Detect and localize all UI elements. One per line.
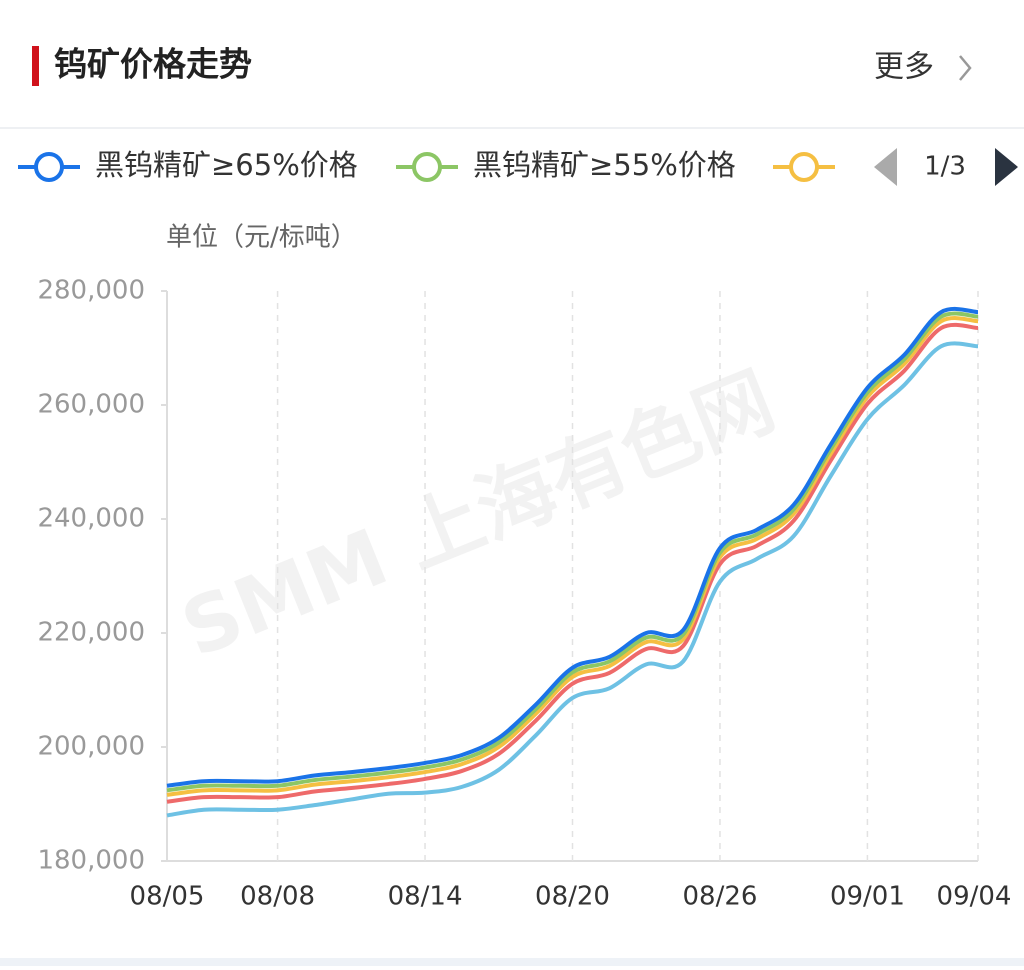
legend-label: 黑钨精矿≥65%价格 [95, 148, 358, 182]
y-tick-label: 200,000 [37, 732, 145, 762]
x-tick-label: 08/26 [682, 882, 757, 912]
legend-icon [789, 152, 819, 182]
legend-next[interactable] [995, 148, 1018, 186]
title-accent [32, 46, 39, 86]
line-series [166, 322, 979, 804]
x-tick-label: 09/01 [830, 882, 905, 912]
y-tick-label: 280,000 [37, 276, 145, 306]
more-link[interactable]: 更多 [874, 50, 934, 85]
line-series [166, 311, 979, 793]
legend-icon [34, 152, 64, 182]
x-tick-label: 08/05 [130, 882, 205, 912]
y-tick-label: 260,000 [37, 390, 145, 420]
x-tick-label: 08/20 [535, 882, 610, 912]
separator [0, 127, 1024, 129]
line-series [166, 341, 979, 818]
x-tick-label: 08/08 [240, 882, 315, 912]
line-series [166, 306, 979, 788]
line-series [166, 316, 979, 797]
y-tick-label: 220,000 [37, 618, 145, 648]
y-axis-unit: 单位（元/标吨） [166, 223, 357, 253]
more-chevron[interactable] [959, 55, 972, 81]
legend-icon [412, 152, 442, 182]
x-tick-label: 08/14 [388, 882, 463, 912]
legend-label: 黑钨精矿≥55%价格 [473, 148, 736, 182]
bottom-strip [0, 958, 1024, 966]
legend-prev[interactable] [874, 148, 897, 186]
y-tick-label: 240,000 [37, 504, 145, 534]
legend-page: 1/3 [924, 152, 966, 182]
y-tick-label: 180,000 [37, 846, 145, 876]
x-tick-label: 09/04 [937, 882, 1012, 912]
header-title: 钨矿价格走势 [54, 45, 252, 84]
